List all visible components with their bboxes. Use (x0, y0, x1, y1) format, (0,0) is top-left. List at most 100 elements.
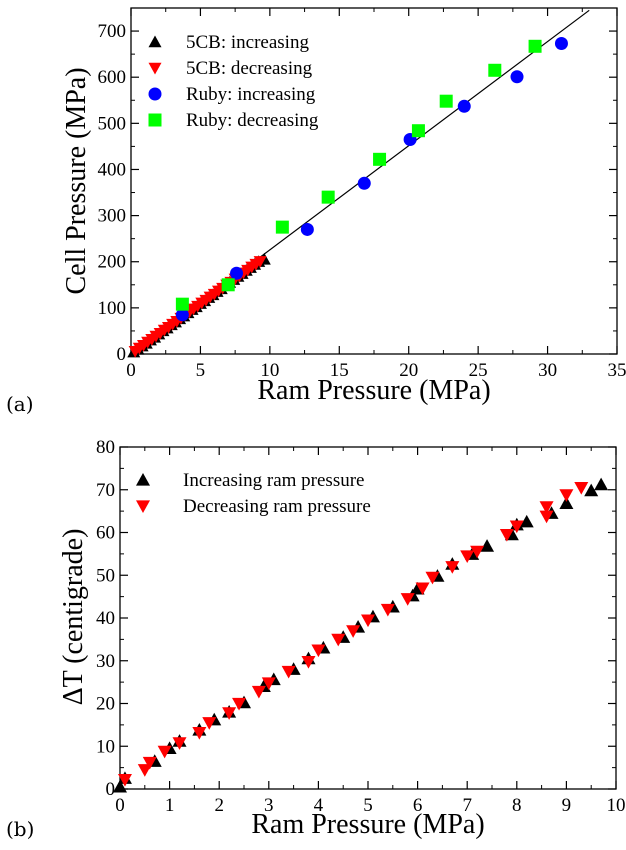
y-tick-label: 0 (106, 779, 116, 800)
legend-label: Increasing ram pressure (183, 470, 364, 491)
y-tick-label: 40 (96, 608, 115, 629)
data-point (574, 482, 589, 495)
data-point (539, 501, 554, 514)
data-point (300, 222, 314, 236)
axis-ticks-a: 0 5 10 15 20 25 30 35 0 100 200 300 400 500 600 700 (98, 8, 626, 381)
x-tick-label: 8 (512, 795, 522, 816)
y-tick-label: 700 (98, 21, 127, 42)
data-point (594, 477, 609, 491)
x-tick-label: 10 (607, 795, 626, 816)
x-tick-label: 15 (330, 360, 349, 381)
legend-label: Ruby: decreasing (186, 110, 319, 131)
data-point (251, 685, 266, 699)
y-tick-label: 30 (96, 651, 115, 672)
data-point (510, 70, 524, 84)
y-tick-label: 400 (98, 159, 127, 180)
data-point (519, 514, 534, 528)
data-point (301, 656, 316, 669)
x-tick-label: 0 (115, 795, 125, 816)
x-tick-label: 10 (260, 360, 279, 381)
y-axis-title-b: ΔT (centigrade) (58, 529, 89, 706)
data-point (554, 37, 568, 51)
legend-label: Decreasing ram pressure (183, 496, 371, 517)
x-tick-label: 0 (126, 360, 136, 381)
legend-marker (148, 87, 162, 101)
x-tick-label: 9 (562, 795, 572, 816)
x-tick-label: 20 (399, 360, 418, 381)
data-point (559, 496, 574, 510)
x-tick-label: 1 (165, 795, 175, 816)
y-tick-label: 500 (98, 113, 127, 134)
x-tick-label: 2 (214, 795, 224, 816)
data-point (230, 266, 244, 280)
data-point (281, 665, 296, 679)
data-marks-a (127, 37, 568, 358)
data-point (331, 633, 346, 647)
legend-marker (148, 113, 162, 127)
data-point (321, 190, 335, 204)
data-point (380, 603, 395, 617)
y-tick-label: 10 (96, 736, 115, 757)
legend-b: Increasing ram pressure Decreasing ram pr… (136, 470, 371, 517)
panel-label-b: (b) (6, 817, 34, 841)
data-point (457, 99, 471, 113)
x-tick-label: 25 (469, 360, 488, 381)
y-tick-label: 0 (117, 344, 127, 365)
series-5cb-decreasing (128, 256, 267, 358)
data-point (311, 644, 326, 658)
data-point (346, 625, 361, 638)
data-point (488, 63, 502, 77)
y-tick-label: 100 (98, 298, 127, 319)
data-point (232, 697, 247, 711)
x-tick-label: 5 (196, 360, 206, 381)
y-tick-label: 70 (96, 480, 115, 501)
data-point (222, 707, 237, 720)
data-point (142, 756, 157, 770)
y-tick-label: 80 (96, 437, 115, 458)
x-tick-label: 6 (413, 795, 423, 816)
panel-a: 0 5 10 15 20 25 30 35 0 100 200 300 400 500 600 700 5CB… (6, 7, 626, 416)
data-point (261, 677, 276, 690)
data-point (559, 489, 574, 502)
x-tick-label: 30 (538, 360, 557, 381)
data-point (253, 256, 267, 268)
legend-marker (148, 35, 162, 48)
data-point (400, 593, 415, 606)
series-increasing-ram-pressure (113, 477, 609, 793)
data-point (175, 308, 189, 322)
data-point (415, 582, 430, 596)
panel-label-a: (a) (6, 392, 34, 416)
data-point (499, 529, 514, 542)
data-point (411, 124, 425, 138)
data-point (445, 561, 460, 574)
data-point (470, 545, 485, 559)
data-point (361, 614, 375, 628)
x-tick-label: 3 (264, 795, 274, 816)
x-tick-label: 35 (608, 360, 626, 381)
legend-a: 5CB: increasing 5CB: decreasing Ruby: incr… (148, 32, 319, 131)
y-tick-label: 300 (98, 206, 127, 227)
panel-b: 0 1 2 3 4 5 6 7 8 9 10 0 10 20 30 40 50 60 70 80 Increasing… (6, 437, 626, 841)
data-point (509, 520, 524, 534)
data-point (221, 278, 235, 292)
data-point (137, 764, 152, 777)
data-point (157, 745, 172, 759)
legend-label: 5CB: increasing (186, 32, 309, 53)
data-point (439, 94, 453, 108)
legend-marker (136, 473, 150, 486)
x-tick-label: 7 (462, 795, 472, 816)
y-tick-label: 20 (96, 694, 115, 715)
legend-marker (136, 500, 150, 513)
y-tick-label: 200 (98, 252, 127, 273)
data-point (202, 717, 217, 730)
data-point (113, 779, 127, 793)
data-point (117, 773, 132, 787)
data-point (357, 176, 371, 190)
legend-label: Ruby: increasing (186, 84, 316, 105)
data-point (373, 152, 387, 166)
data-point (539, 510, 554, 524)
data-point (172, 737, 187, 750)
data-point (425, 571, 440, 585)
series-ruby-increasing (175, 37, 568, 322)
legend-label: 5CB: decreasing (186, 58, 313, 79)
